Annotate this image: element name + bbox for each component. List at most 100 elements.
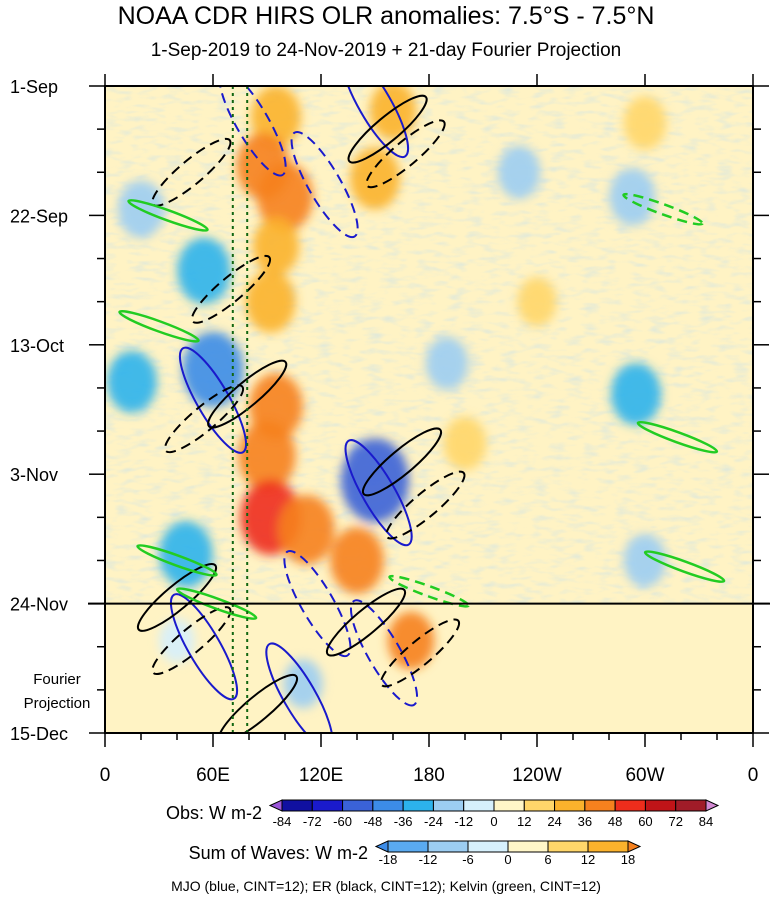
x-tick-label: 120E [299, 765, 343, 786]
anomaly-blob [497, 145, 541, 199]
wave-contour [151, 606, 232, 675]
x-tick-label: 0 [748, 765, 759, 786]
colorbar-tick-label: 0 [504, 852, 511, 867]
colorbar-tick-label: 36 [578, 814, 592, 829]
wave-mjo [169, 86, 419, 733]
chart-subtitle: 1-Sep-2019 to 24-Nov-2019 + 21-day Fouri… [150, 40, 622, 61]
colorbar-tick-label: 12 [581, 852, 595, 867]
chart-title: NOAA CDR HIRS OLR anomalies: 7.5°S - 7.5… [117, 2, 655, 30]
anomaly-blob [159, 521, 213, 588]
y-tick-label: 24-Nov [10, 595, 68, 615]
y-tick-label: 13-Oct [10, 336, 64, 356]
wave-footnote: MJO (blue, CINT=12); ER (black, CINT=12)… [171, 878, 601, 894]
colorbar-tick-label: -84 [273, 814, 292, 829]
x-tick-label: 60W [625, 765, 664, 786]
y-tick-label: 15-Dec [10, 724, 68, 744]
wave-contour [385, 470, 466, 540]
colorbar-tick-label: -36 [394, 814, 413, 829]
anomaly-blob [107, 350, 157, 413]
colorbar-title: Sum of Waves: W m-2 [189, 843, 368, 863]
anomaly-blob [330, 527, 384, 594]
colorbar-tick-label: -60 [333, 814, 352, 829]
anomaly-blob [177, 237, 231, 305]
colorbar-box [507, 840, 549, 853]
wave-contour [169, 593, 239, 701]
colorbar-tick-label: -72 [303, 814, 322, 829]
colorbar-box [587, 840, 629, 853]
colorbar-end [705, 799, 720, 812]
wave-kelvin [118, 192, 726, 620]
anomaly-blob [341, 438, 409, 523]
anomaly-blob [623, 96, 667, 150]
wave-contour [379, 618, 461, 688]
anomaly-blob [369, 86, 417, 140]
colorbar-tick-label: -48 [363, 814, 382, 829]
colorbar-box [523, 799, 556, 812]
waves-colorbar: Sum of Waves: W m-2 -18 -12 -6 0 6 12 18 [189, 840, 642, 867]
colorbar-box [467, 840, 509, 853]
colorbar-box [432, 799, 465, 812]
colorbar-tick-label: 60 [638, 814, 652, 829]
anomaly-blob [245, 270, 296, 333]
anomaly-blob [609, 168, 656, 226]
x-tick-label: 180 [413, 765, 445, 786]
anomaly-blob [283, 659, 323, 709]
colorbar-tick-label: 72 [668, 814, 682, 829]
colorbar-box [493, 799, 525, 812]
wave-contour [265, 642, 334, 733]
wave-contour [283, 550, 352, 658]
colorbar-tick-label: 12 [517, 814, 531, 829]
colorbar-box [463, 799, 495, 812]
colorbar-tick-label: 6 [544, 852, 551, 867]
wave-contour [136, 563, 218, 632]
wave-contour [127, 199, 209, 232]
wave-contour [136, 544, 218, 577]
colorbar-tick-label: -18 [379, 852, 398, 867]
colorbar-box [372, 799, 404, 812]
colorbar-box [311, 799, 344, 812]
colorbar-tick-label: 48 [608, 814, 622, 829]
colorbar-box [614, 799, 646, 812]
colorbar-tick-label: 84 [699, 814, 713, 829]
wave-contour [118, 309, 200, 343]
anomaly-blob [517, 277, 557, 327]
anomaly-blob [251, 86, 301, 148]
colorbar-tick-label: -6 [462, 852, 474, 867]
colorbar-box [547, 840, 589, 853]
wave-contour [340, 86, 410, 159]
wave-contour [388, 574, 470, 608]
y-tick-label: 3-Nov [10, 465, 58, 485]
wave-contour [175, 587, 258, 620]
anomaly-blob [623, 533, 667, 588]
anomaly-blob [443, 416, 487, 470]
anomaly-blob [278, 494, 335, 565]
wave-contour [151, 137, 232, 207]
wave-contour [349, 599, 419, 707]
colorbar-tick-label: 18 [621, 852, 635, 867]
colorbar-tick-label: 24 [547, 814, 561, 829]
colorbar-tick-label: -12 [419, 852, 438, 867]
wave-contour [643, 550, 726, 583]
y-tick-label: 22-Sep [10, 206, 68, 226]
anomaly-blob [257, 162, 313, 232]
colorbar-tick-label: -24 [424, 814, 443, 829]
colorbar-box [675, 799, 707, 812]
y-tick-label: 1-Sep [10, 77, 58, 97]
anomaly-blob [387, 611, 435, 670]
colorbar-title: Obs: W m-2 [166, 803, 262, 823]
anomaly-blob [252, 217, 300, 276]
colorbar-box [281, 799, 313, 812]
wave-contour [347, 94, 428, 164]
colorbar-end [627, 840, 642, 853]
wave-contour [163, 384, 245, 454]
x-tick-label: 120W [512, 765, 562, 786]
wave-contour [217, 673, 299, 733]
wave-er [136, 94, 466, 733]
colorbar-end [374, 840, 389, 853]
wave-contour [190, 254, 272, 324]
anomaly-blob [350, 147, 400, 210]
colorbar-box [584, 799, 616, 812]
wave-contour [365, 119, 446, 189]
colorbar-box [402, 799, 434, 812]
